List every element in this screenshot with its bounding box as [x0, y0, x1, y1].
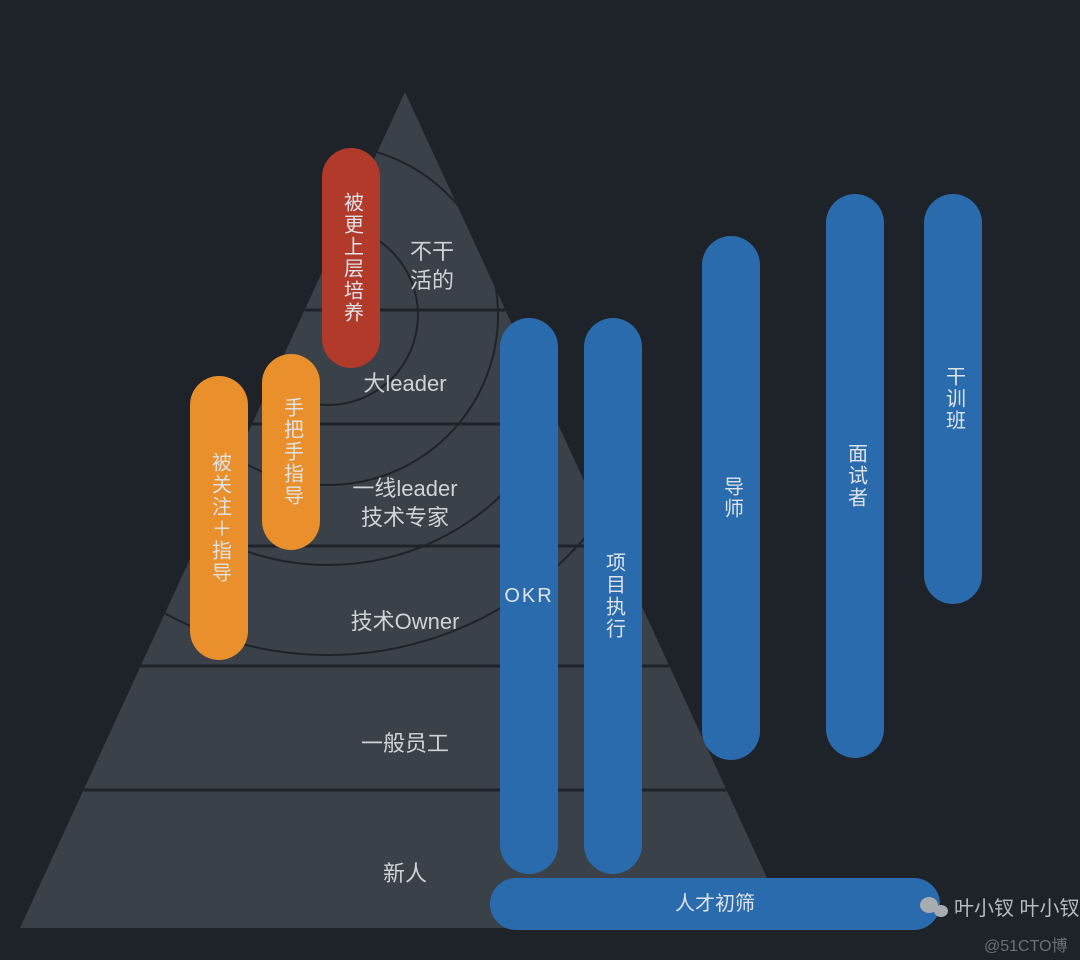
pill-talent-screen-label: 人才初筛: [675, 892, 755, 917]
pill-hands-on-label: 手把手指导: [279, 397, 304, 507]
pill-mentor: 导师: [702, 236, 760, 760]
blog-watermark-text: @51CTO博客: [984, 938, 1068, 960]
pill-project-exec-label: 项目执行: [601, 552, 626, 640]
pill-project-exec: 项目执行: [584, 318, 642, 874]
blog-watermark: @51CTO博客: [984, 932, 1080, 960]
wechat-icon: [920, 895, 948, 919]
pill-training-class-label: 干训班: [941, 366, 966, 432]
pill-upper-training-label: 被更上层培养: [339, 192, 364, 324]
pill-training-class: 干训班: [924, 194, 982, 604]
pyramid-level-5: 新人: [383, 860, 427, 889]
pill-okr-label: OKR: [504, 584, 553, 609]
pyramid-level-2: 一线leader 技术专家: [352, 475, 457, 532]
wechat-watermark-text: 叶小钗 叶小钗: [954, 892, 1080, 921]
pyramid-level-1: 大leader: [363, 370, 446, 399]
pyramid-level-4: 一般员工: [361, 730, 449, 759]
pill-talent-screen: 人才初筛: [490, 878, 940, 930]
pill-okr: OKR: [500, 318, 558, 874]
wechat-watermark: 叶小钗 叶小钗: [920, 892, 1080, 921]
pill-upper-training: 被更上层培养: [322, 148, 380, 368]
pyramid-level-0: 不干 活的: [410, 238, 454, 295]
pyramid-level-3: 技术Owner: [351, 608, 460, 637]
pill-attention-guide: 被关注＋指导: [190, 376, 248, 660]
pill-hands-on: 手把手指导: [262, 354, 320, 550]
pill-interviewer-label: 面试者: [843, 443, 868, 509]
pill-interviewer: 面试者: [826, 194, 884, 758]
pill-mentor-label: 导师: [719, 476, 744, 520]
pill-attention-guide-label: 被关注＋指导: [207, 452, 232, 584]
